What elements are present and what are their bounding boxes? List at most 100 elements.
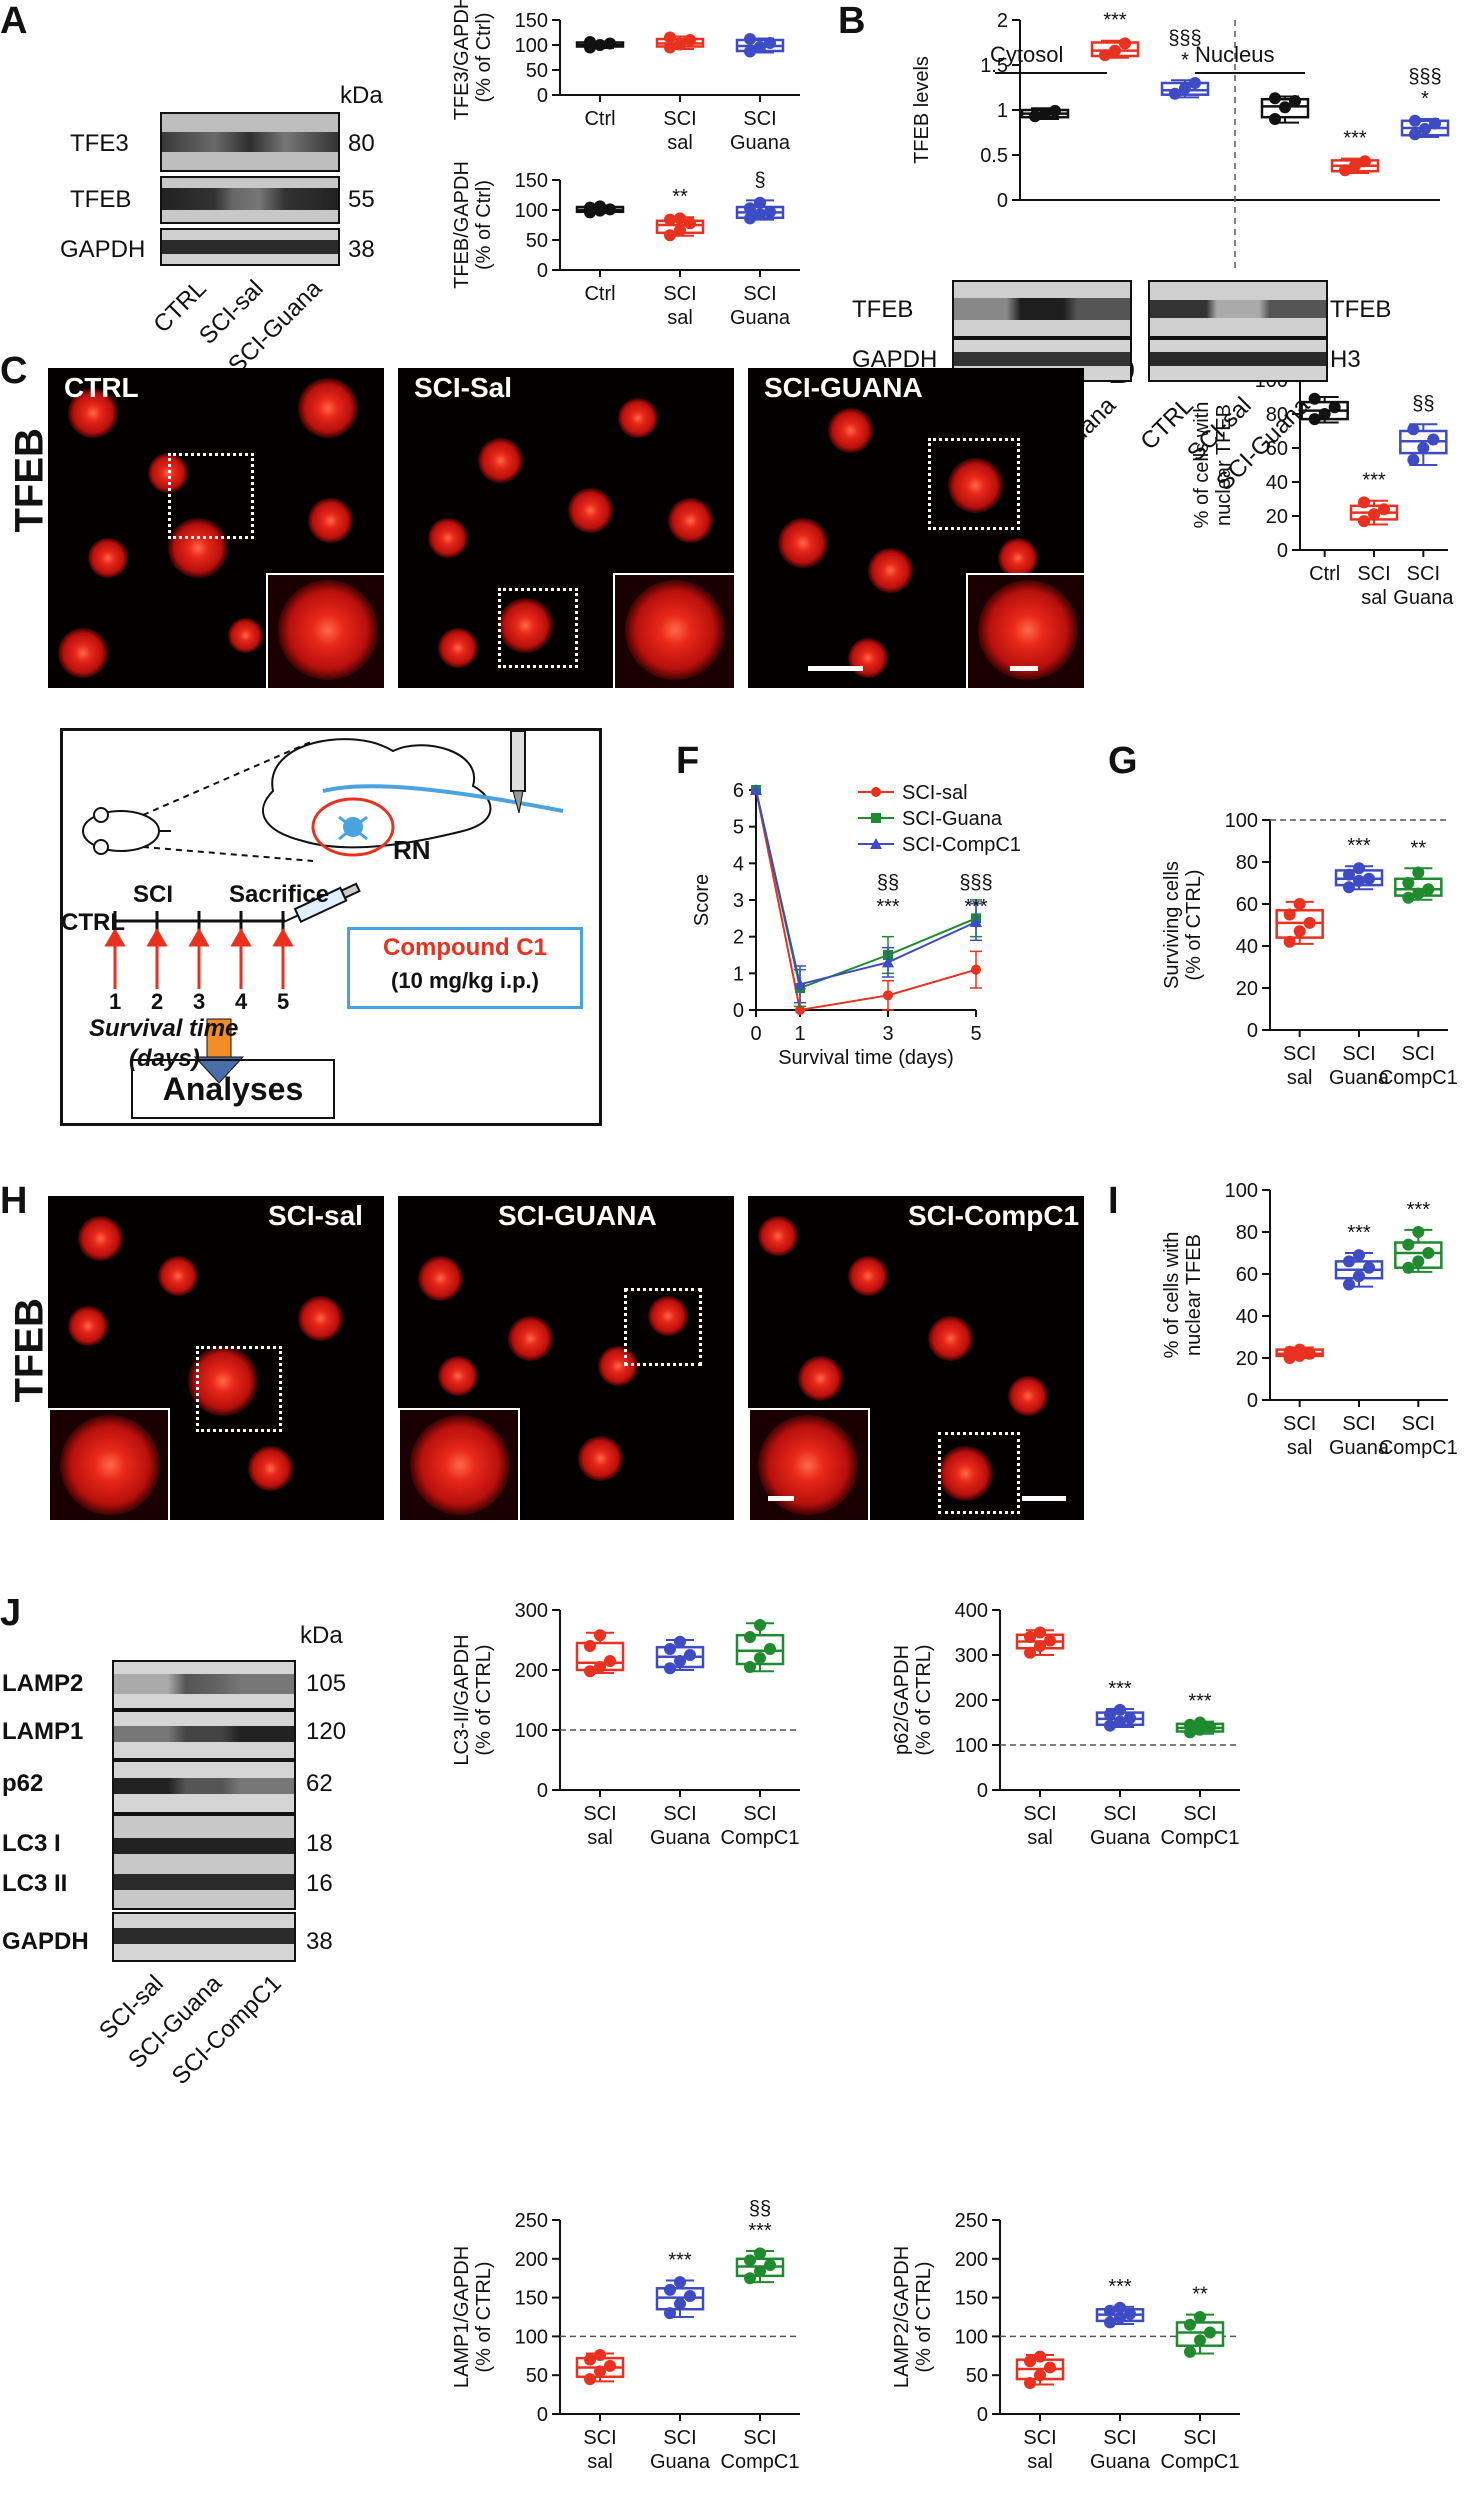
micrograph-h-sci-guana: SCI-GUANA xyxy=(398,1196,734,1520)
data-point xyxy=(1407,453,1420,466)
data-point xyxy=(1419,122,1431,135)
y-tick-label: 0 xyxy=(537,260,548,282)
y-axis-label-group: % of cells withnuclear TFEB xyxy=(1161,1232,1205,1359)
blot-label-lc3-ii: LC3 II xyxy=(2,1870,68,1897)
data-point xyxy=(1409,128,1421,141)
blot-label-gapdh: GAPDH xyxy=(60,236,146,263)
panel-letter-j: J xyxy=(0,1592,22,1634)
y-tick-label: 1 xyxy=(997,100,1008,122)
micrograph-label-h-sci-guana: SCI-GUANA xyxy=(498,1200,657,1231)
data-point xyxy=(684,1649,696,1661)
schematic-box: RN CTRL SCI Sacrifice 1 2 3 4 5 Survival… xyxy=(60,728,602,1126)
y-tick-label: 50 xyxy=(526,230,548,252)
data-point xyxy=(1114,1715,1126,1728)
y-tick-label: 100 xyxy=(515,35,548,57)
data-point xyxy=(1412,887,1425,900)
data-point xyxy=(882,956,894,968)
data-point xyxy=(1412,1255,1425,1268)
data-point xyxy=(1114,1703,1126,1716)
rn-label: RN xyxy=(393,835,431,865)
data-point xyxy=(664,31,676,44)
data-point xyxy=(674,1655,686,1667)
micrograph-ctrl: CTRL xyxy=(48,368,384,688)
blot-tfe3 xyxy=(160,112,340,172)
data-point xyxy=(1353,862,1365,875)
y-axis-label-group: LAMP2/GAPDH(% of CTRL) xyxy=(891,2246,935,2388)
chart-surviving-cells: 0 20 40 60 80 100 Surviving cells(% of CTRL) SC… xyxy=(1161,810,1458,1089)
significance-label: ** xyxy=(1411,837,1427,859)
kda-gapdh: 38 xyxy=(348,236,375,263)
y-tick-label: 1.5 xyxy=(980,55,1008,77)
data-point xyxy=(1358,515,1370,528)
y-axis-label: LC3-II/GAPDH(% of CTRL) xyxy=(451,1634,495,1765)
data-point xyxy=(1422,1247,1435,1259)
data-point xyxy=(664,2283,676,2296)
data-point xyxy=(1289,95,1301,107)
x-tick-label: Ctrl xyxy=(584,283,615,305)
y-tick-label: 100 xyxy=(515,200,548,222)
data-point xyxy=(1044,2361,1056,2374)
data-point xyxy=(1293,1343,1306,1356)
data-point xyxy=(1318,408,1331,420)
data-point xyxy=(584,2373,596,2386)
data-point xyxy=(664,1662,676,1675)
y-tick-label: 300 xyxy=(955,1645,988,1667)
significance-label: *** xyxy=(1103,10,1127,32)
chart-tfeb-levels: 0 0.5 1 1.5 2 TFEB levels *** §§§ * *** §§§ * xyxy=(911,10,1450,270)
chart-tfeb-gapdh: 0 50 100 150 TFEB/GAPDH(% of Ctrl) Ctrl ** SCI s… xyxy=(451,161,800,329)
data-point xyxy=(1024,1646,1036,1659)
y-tick-label: 0 xyxy=(977,1780,988,1802)
x-tick-label: 3 xyxy=(882,1023,893,1045)
y-tick-label: 0 xyxy=(537,85,548,107)
panel-letter-g: G xyxy=(1108,740,1138,782)
y-axis-label-group: Surviving cells(% of CTRL) xyxy=(1161,861,1205,989)
day-label: 5 xyxy=(277,989,290,1014)
timeline-sacrifice-label: Sacrifice xyxy=(229,881,330,908)
data-point xyxy=(1104,2316,1116,2329)
y-tick-label: 60 xyxy=(1266,438,1288,460)
cytosol-label: Cytosol xyxy=(990,42,1064,67)
y-tick-label: 150 xyxy=(515,10,548,32)
scalpel-icon xyxy=(510,731,526,792)
data-point xyxy=(744,45,756,58)
y-axis-label: Surviving cells(% of CTRL) xyxy=(1161,861,1205,989)
chart-nuclear-tfeb-i: 0 20 40 60 80 100 % of cells withnuclear TFEB S… xyxy=(1161,1180,1458,1459)
kda-lc3-ii: 16 xyxy=(306,1870,333,1897)
y-tick-label: 400 xyxy=(955,1600,988,1622)
day-label: 3 xyxy=(193,989,206,1014)
y-tick-label: 100 xyxy=(1225,810,1258,832)
micrograph-sci-sal: SCI-Sal xyxy=(398,368,734,688)
kda-lc3-i: 18 xyxy=(306,1830,333,1857)
x-tick-label: Ctrl xyxy=(584,108,615,130)
data-point xyxy=(1184,1718,1196,1731)
data-point xyxy=(1359,155,1371,168)
data-point xyxy=(1179,82,1191,95)
blot-gapdh xyxy=(160,228,340,266)
data-point xyxy=(1114,2301,1126,2314)
compound-label: Compound C1 xyxy=(383,934,547,961)
chart-tfe3-gapdh: 0 50 100 150 TFE3/GAPDH(% of Ctrl) Ctrl SCI sal… xyxy=(451,0,800,154)
dose-label: (10 mg/kg i.p.) xyxy=(391,968,539,993)
panel-letter-i: I xyxy=(1108,1180,1119,1222)
data-point xyxy=(1378,503,1390,516)
data-point xyxy=(1349,159,1361,172)
y-tick-label: 150 xyxy=(515,170,548,192)
micrograph-sci-guana: SCI-GUANA xyxy=(748,368,1084,688)
micrograph-label-ctrl: CTRL xyxy=(64,372,139,403)
data-point xyxy=(1204,1721,1216,1733)
data-point xyxy=(684,34,696,46)
micrograph-label-h-sci-sal: SCI-sal xyxy=(268,1200,363,1231)
significance-label: *** xyxy=(1108,2276,1132,2298)
x-tick-label: SCI Guana xyxy=(650,1803,711,1849)
data-point xyxy=(684,217,696,230)
data-point xyxy=(754,1619,766,1631)
data-point xyxy=(1308,413,1321,426)
kda-tfeb: 55 xyxy=(348,186,375,213)
kda-label-j: kDa xyxy=(300,1622,343,1649)
data-point xyxy=(1034,2350,1046,2363)
significance-label: *** xyxy=(1407,1199,1431,1221)
y-tick-label: 200 xyxy=(955,1690,988,1712)
blot-label-tfeb: TFEB xyxy=(70,186,132,213)
x-tick-label: SCI sal xyxy=(1023,2427,1056,2473)
blot-p62 xyxy=(112,1760,296,1814)
